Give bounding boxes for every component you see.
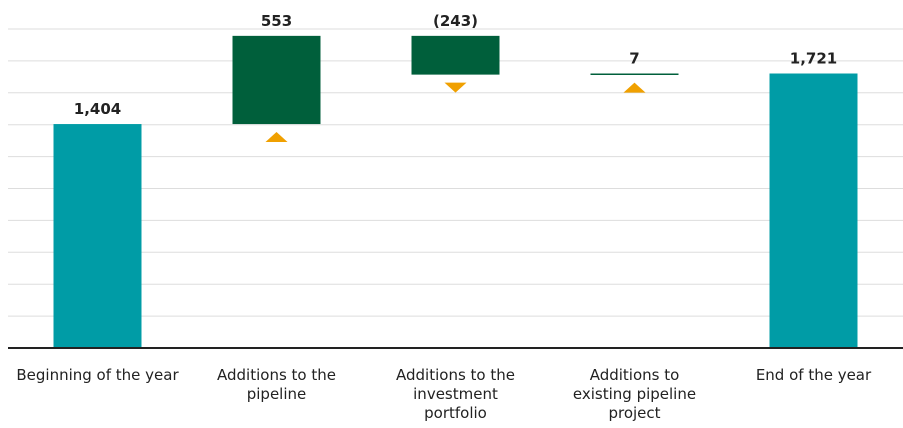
increase-marker <box>265 132 288 143</box>
value-label: 553 <box>261 12 292 30</box>
value-label: 7 <box>629 50 639 68</box>
decrease-marker <box>444 82 467 93</box>
value-label: 1,404 <box>74 100 121 118</box>
value-label: (243) <box>433 12 478 30</box>
x-tick-label: End of the year <box>755 366 872 384</box>
x-tick-label: Beginning of the year <box>16 366 179 384</box>
increase-marker <box>623 82 646 93</box>
bar <box>232 35 321 125</box>
bar <box>590 73 679 76</box>
bar <box>769 73 858 349</box>
x-tick-label: Additions to the investment portfolio <box>396 366 515 422</box>
x-tick-label: Additions to the pipeline <box>217 366 336 403</box>
value-label: 1,721 <box>790 50 837 68</box>
x-tick-label: Additions to existing pipeline project <box>572 366 697 422</box>
bar <box>53 124 142 348</box>
bar <box>411 35 500 75</box>
